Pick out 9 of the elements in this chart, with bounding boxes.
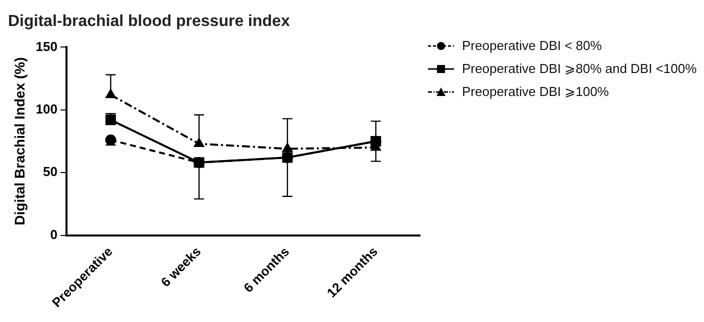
- y-tick-label: 0: [50, 226, 58, 242]
- legend-label: Preoperative DBI ⩾80% and DBI <100%: [462, 61, 697, 76]
- y-tick-label: 150: [36, 38, 58, 54]
- chart-title: Digital-brachial blood pressure index: [8, 13, 290, 30]
- legend-label: Preoperative DBI ⩾100%: [462, 84, 609, 99]
- y-tick-label: 100: [36, 101, 58, 116]
- y-tick-label: 50: [43, 164, 58, 180]
- legend-label: Preoperative DBI < 80%: [462, 38, 602, 53]
- y-axis-title: Digital Brachial Index (%): [11, 57, 28, 226]
